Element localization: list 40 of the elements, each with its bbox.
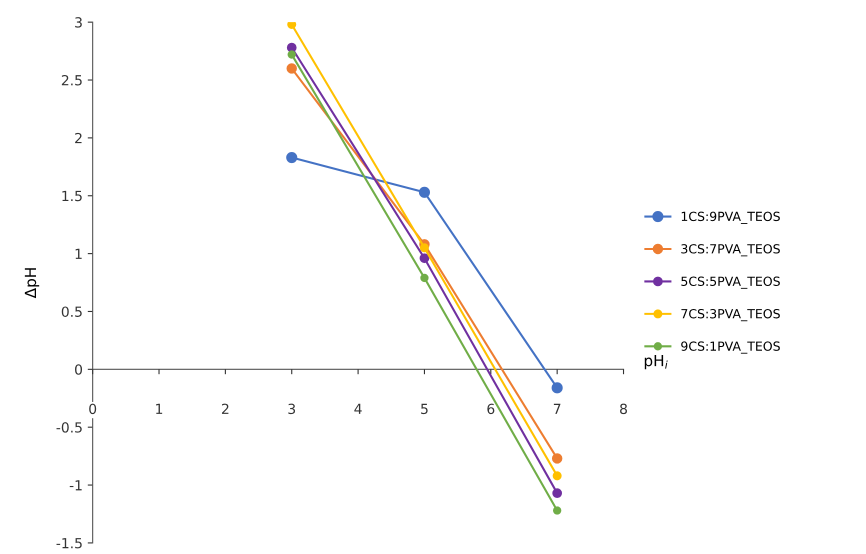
legend-label: 7CS:3PVA_TEOS	[681, 308, 780, 322]
point	[420, 253, 430, 264]
x-tick-label: 3	[288, 404, 296, 414]
y-tick-label: 1	[76, 248, 82, 259]
x-axis-title: pH$_{i}$	[644, 354, 668, 370]
x-tick-label: 5	[421, 404, 428, 414]
x-tick-label: 6	[487, 404, 494, 414]
y-tick-label: 1.5	[62, 190, 82, 202]
point	[420, 274, 429, 282]
legend-label: 3CS:7PVA_TEOS	[681, 244, 780, 256]
y-tick-label: 3	[75, 17, 82, 28]
legend-label: 9CS:1PVA_TEOS	[681, 341, 780, 354]
x-tick-label: 7	[554, 404, 560, 414]
point	[286, 152, 298, 164]
point	[552, 471, 562, 480]
point	[552, 453, 562, 464]
x-tick-label: 8	[620, 404, 627, 414]
point	[288, 50, 296, 59]
y-tick-label: 2.5	[62, 74, 82, 86]
x-tick-label: 4	[354, 404, 362, 414]
point	[552, 488, 562, 498]
y-tick-label: -0.5	[56, 422, 82, 433]
point	[420, 243, 429, 252]
y-tick-label: 0.5	[62, 306, 82, 317]
point	[287, 22, 296, 29]
x-tick-label: 0	[89, 404, 96, 414]
y-tick-label: -1	[70, 480, 82, 490]
legend-label: 1CS:9PVA_TEOS	[682, 212, 780, 224]
y-tick-label: 0	[75, 364, 82, 375]
point	[552, 506, 562, 515]
legend-label: 5CS:5PVA_TEOS	[681, 276, 780, 289]
point	[286, 42, 297, 52]
y-tick-label: -1.5	[56, 538, 82, 548]
x-tick-label: 1	[156, 404, 162, 414]
y-tick-label: 2	[75, 132, 82, 144]
x-tick-label: 2	[222, 404, 228, 414]
y-axis-title: ΔpH	[24, 268, 40, 298]
point	[418, 186, 430, 198]
point	[286, 63, 297, 74]
point	[552, 382, 563, 394]
